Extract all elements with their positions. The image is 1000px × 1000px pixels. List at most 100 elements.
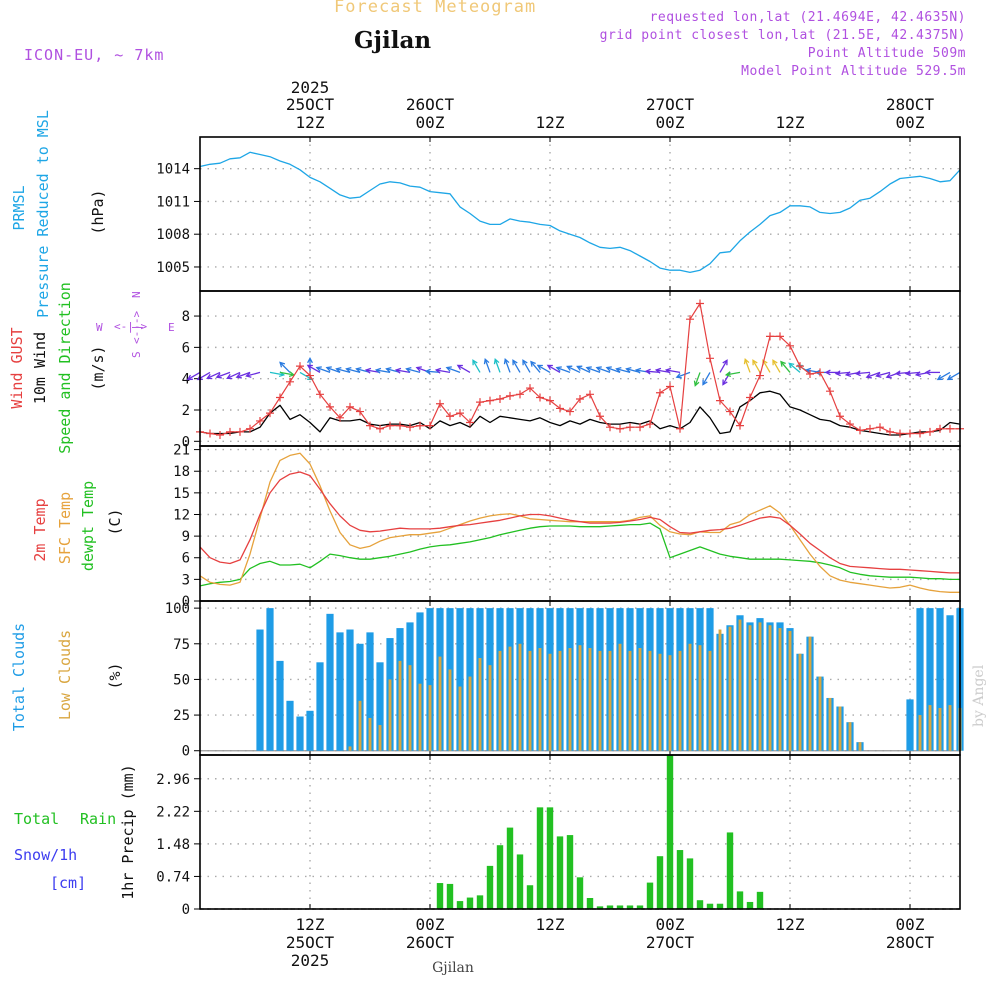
- y-tick-label: 0: [182, 902, 190, 918]
- panel-2: 0 2 4 6 8: [182, 291, 960, 450]
- gust-marker: [756, 371, 764, 380]
- wind-arrow: [424, 368, 441, 375]
- wind-arrow-head: [186, 374, 193, 381]
- wind-arrow: [946, 371, 961, 381]
- wind-arrow-head: [335, 366, 342, 373]
- gust-markers: [196, 299, 964, 440]
- y-tick-label: 100: [165, 601, 190, 617]
- wind-arrow-head: [634, 367, 642, 374]
- wind-arrow-head: [503, 357, 510, 365]
- rain-bar: [716, 903, 724, 909]
- y-tick-label: 2.96: [156, 772, 190, 788]
- rain-bar: [656, 856, 664, 909]
- temp-2m-label: 2m Temp: [31, 498, 49, 561]
- low-cloud-bar: [398, 660, 402, 751]
- wind-arrow-head: [405, 366, 412, 373]
- gust-marker: [286, 377, 294, 386]
- low-cloud-bar: [678, 650, 682, 751]
- wind-arrow-shaft: [547, 364, 561, 373]
- gust-marker: [476, 398, 484, 407]
- pressure-label-2: Pressure Reduced to MSL: [34, 110, 52, 318]
- wind-arrow: [854, 370, 871, 377]
- wind-arrow-head: [306, 364, 313, 371]
- gust-marker: [496, 395, 504, 404]
- gust-marker: [266, 409, 274, 418]
- gust-marker: [856, 426, 864, 435]
- hour-label-top: 12Z: [296, 113, 325, 132]
- total-cloud-bar: [336, 632, 344, 751]
- rain-bar: [636, 905, 644, 909]
- wind-arrow: [374, 367, 391, 374]
- low-cloud-bar: [548, 653, 552, 751]
- wind-arrow: [924, 369, 940, 376]
- gust-marker: [796, 362, 804, 371]
- wind-arrow: [702, 372, 711, 386]
- wind-arrow-shaft: [436, 369, 451, 374]
- sfc-temp-line: [199, 452, 960, 593]
- wind-arrow-shaft: [484, 359, 491, 373]
- wind-arrow-shaft: [269, 371, 284, 376]
- wind-arrow-head: [904, 370, 911, 377]
- gust-marker: [546, 396, 554, 405]
- wind-arrow-head: [885, 373, 892, 379]
- gust-marker: [486, 396, 494, 405]
- low-cloud-bar: [668, 655, 672, 751]
- low-cloud-bar: [348, 746, 352, 751]
- gust-marker: [846, 420, 854, 429]
- gust-marker: [656, 388, 664, 397]
- low-cloud-bar: [628, 650, 632, 751]
- gust-marker: [226, 427, 234, 436]
- wind-arrow-head: [385, 366, 392, 373]
- wind-arrow-head: [875, 372, 882, 378]
- year-label-top: 2025: [291, 78, 330, 97]
- wind-arrow-shaft: [457, 364, 471, 373]
- wind-arrow: [605, 366, 621, 374]
- date-label-top: 25OCT: [286, 95, 335, 114]
- rain-bar: [626, 905, 634, 909]
- rain-bar: [536, 807, 544, 909]
- low-cloud-bar: [738, 619, 742, 751]
- low-cloud-bar: [438, 656, 442, 751]
- low-cloud-bar: [358, 700, 362, 751]
- compass-north: N: [130, 291, 143, 298]
- wind-arrow: [235, 371, 251, 379]
- rain-bar: [516, 854, 524, 909]
- low-cloud-bar: [698, 645, 702, 751]
- low-cloud-bar: [388, 679, 392, 751]
- low-cloud-bar: [408, 665, 412, 751]
- wind-arrow: [664, 367, 681, 374]
- wind-arrow: [306, 364, 321, 373]
- wind-arrow-shaft: [666, 369, 681, 374]
- wind-arrow: [405, 366, 421, 374]
- rain-bar: [576, 877, 584, 909]
- hour-label-bottom: 12Z: [536, 915, 565, 934]
- low-cloud-bar: [638, 648, 642, 751]
- low-cloud-bar: [598, 650, 602, 751]
- y-tick-label: 6: [182, 340, 190, 356]
- wind-arrow: [834, 370, 851, 377]
- wind-arrow: [654, 367, 671, 374]
- wind-arrow-head: [555, 366, 562, 372]
- y-tick-label: 4: [182, 372, 190, 388]
- pressure-label-1: PRMSL: [10, 185, 28, 230]
- wind-arrow-head: [512, 359, 518, 366]
- low-cloud-bar: [758, 622, 762, 751]
- low-cloud-bar: [848, 722, 852, 751]
- rain-bar: [486, 865, 494, 909]
- gust-marker: [806, 369, 814, 378]
- gust-marker: [446, 412, 454, 421]
- total-cloud-bar: [266, 608, 274, 751]
- gust-marker: [926, 427, 934, 436]
- wind-arrow-shaft: [694, 372, 701, 386]
- date-label-bottom: 25OCT: [286, 933, 335, 952]
- wind-arrow-shaft: [307, 364, 321, 373]
- wind-arrow-head: [693, 380, 700, 387]
- wind-arrow-head: [279, 361, 286, 368]
- rain-bar: [506, 827, 514, 909]
- wind-arrow-head: [702, 379, 708, 386]
- low-cloud-bar: [818, 676, 822, 751]
- gust-marker: [736, 421, 744, 430]
- wind-arrow-head: [206, 373, 213, 380]
- wind-arrow: [555, 366, 571, 374]
- gust-marker: [936, 424, 944, 433]
